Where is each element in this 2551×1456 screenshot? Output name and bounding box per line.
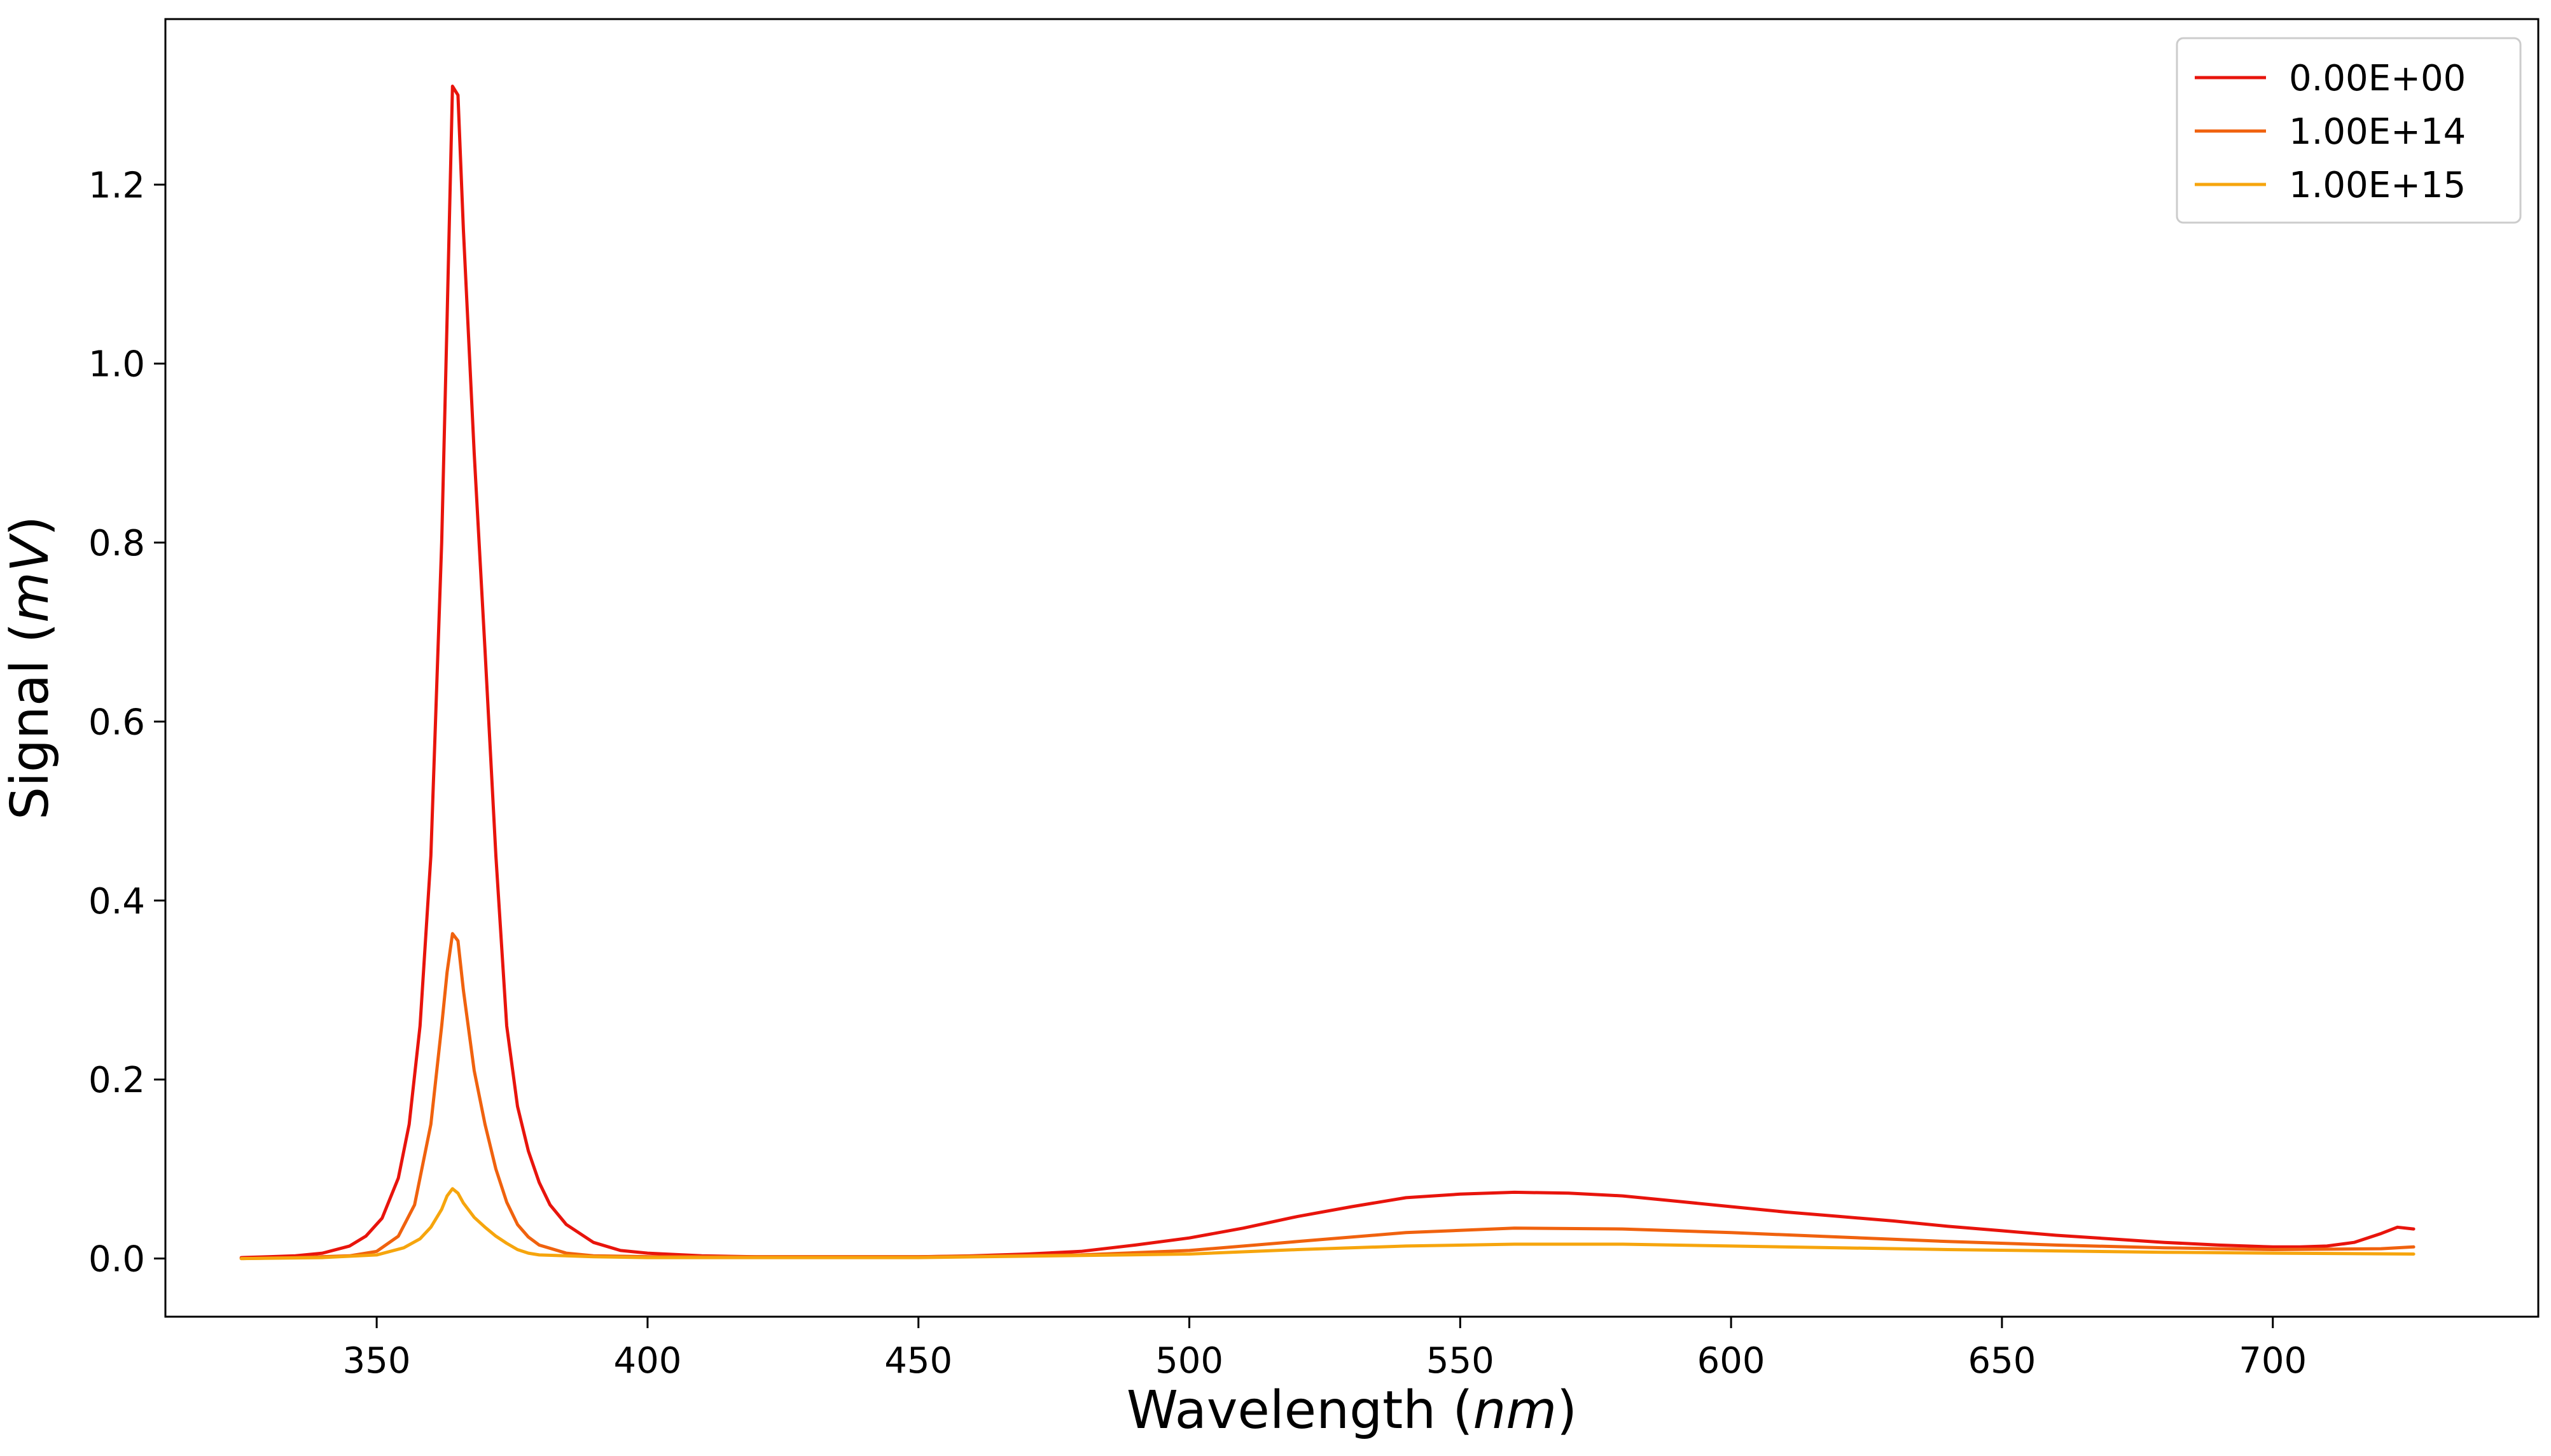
legend-label-1: 1.00E+14 bbox=[2289, 111, 2466, 153]
y-tick-label: 1.0 bbox=[88, 344, 145, 385]
y-tick-label: 1.2 bbox=[88, 165, 145, 206]
y-axis-title-unit: mV bbox=[0, 533, 60, 623]
legend-box bbox=[2176, 37, 2522, 224]
x-axis-title-suffix: ) bbox=[1557, 1380, 1577, 1441]
x-axis-title-unit: nm bbox=[1473, 1380, 1557, 1441]
x-tick-label: 500 bbox=[1155, 1340, 1223, 1382]
y-axis: 0.0 0.2 0.4 0.6 0.8 1.0 1.2 bbox=[88, 165, 165, 1280]
y-tick-label: 0.6 bbox=[88, 702, 145, 743]
x-axis-title-prefix: Wavelength ( bbox=[1127, 1380, 1473, 1441]
series-line-1 bbox=[239, 932, 2415, 1261]
x-tick-label: 700 bbox=[2239, 1340, 2307, 1382]
x-tick-label: 450 bbox=[884, 1340, 952, 1382]
x-tick-label: 650 bbox=[1968, 1340, 2036, 1382]
legend-label-2: 1.00E+15 bbox=[2289, 165, 2466, 206]
x-axis: 350 400 450 500 550 600 650 700 bbox=[343, 1317, 2307, 1382]
y-tick-label: 0.4 bbox=[88, 881, 145, 922]
legend: 0.00E+00 1.00E+14 1.00E+15 bbox=[2176, 37, 2522, 224]
y-tick-label: 0.2 bbox=[88, 1060, 145, 1101]
x-tick-label: 350 bbox=[343, 1340, 411, 1382]
x-tick-label: 600 bbox=[1697, 1340, 1765, 1382]
y-tick-label: 0.8 bbox=[88, 523, 145, 564]
y-axis-title: Signal (mV) bbox=[0, 516, 60, 820]
plot-area-frame bbox=[164, 18, 2540, 1318]
series-line-2 bbox=[239, 1187, 2415, 1261]
y-axis-title-prefix: Signal ( bbox=[0, 623, 60, 820]
x-tick-label: 550 bbox=[1426, 1340, 1494, 1382]
y-tick-label: 0.0 bbox=[88, 1239, 145, 1280]
x-axis-title: Wavelength (nm) bbox=[1127, 1380, 1577, 1441]
y-axis-title-suffix: ) bbox=[0, 516, 60, 536]
x-tick-label: 400 bbox=[613, 1340, 681, 1382]
legend-label-0: 0.00E+00 bbox=[2289, 58, 2466, 99]
series-layer bbox=[239, 85, 2415, 1261]
